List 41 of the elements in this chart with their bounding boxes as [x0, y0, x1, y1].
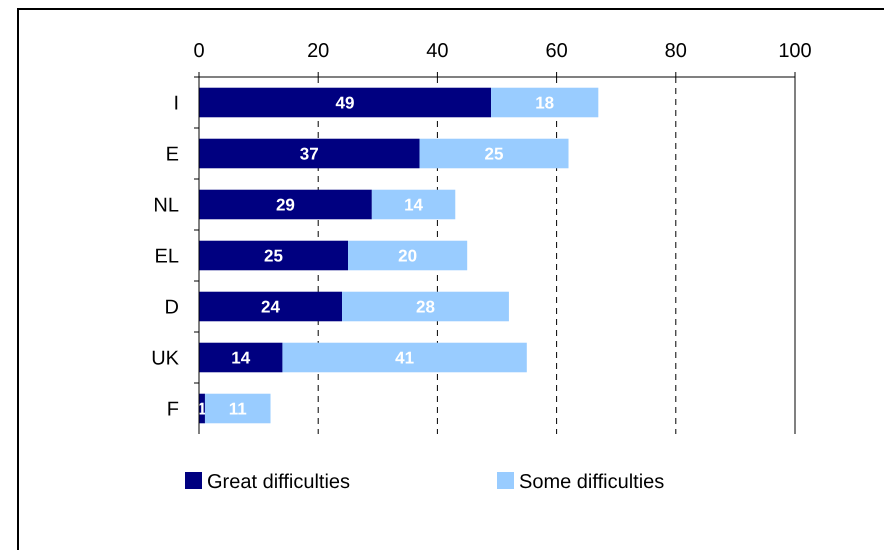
data-label: 28	[416, 297, 435, 316]
bar	[491, 88, 598, 118]
data-label: 24	[261, 297, 281, 316]
data-label: 18	[535, 93, 554, 112]
data-label: 25	[484, 144, 504, 164]
y-tick-label: NL	[153, 194, 179, 216]
x-tick-label: 100	[778, 40, 812, 62]
data-label: 29	[276, 195, 295, 214]
data-label: 14	[404, 195, 424, 214]
legend-label: Great difficulties	[207, 471, 350, 493]
bar	[420, 138, 569, 168]
bar	[199, 240, 348, 270]
data-label: 11	[228, 399, 247, 418]
bar	[199, 292, 342, 322]
legend-label: Some difficulties	[519, 471, 664, 493]
bar	[348, 240, 468, 270]
x-tick-label: 60	[545, 40, 568, 62]
data-label: 25	[264, 246, 283, 266]
y-tick-label: EL	[154, 246, 179, 268]
data-label: 49	[336, 93, 354, 112]
data-label: 14	[231, 348, 251, 368]
bar	[342, 292, 509, 322]
bar	[199, 138, 420, 168]
bar	[199, 190, 372, 220]
y-tick-label: E	[166, 144, 179, 166]
data-label: 41	[395, 348, 414, 368]
bar	[199, 88, 492, 118]
x-tick-label: 80	[664, 40, 687, 62]
y-tick-label: F	[166, 398, 179, 420]
data-label: 37	[300, 144, 319, 164]
y-tick-label: I	[173, 92, 179, 114]
bar	[372, 190, 456, 220]
y-tick-label: UK	[151, 348, 180, 370]
x-tick-label: 20	[307, 40, 330, 62]
x-tick-label: 0	[193, 40, 205, 62]
x-tick-label: 40	[426, 40, 449, 62]
bar	[282, 342, 527, 372]
data-label: 20	[398, 246, 418, 266]
y-tick-label: D	[164, 296, 179, 318]
bar	[199, 342, 282, 372]
bar	[204, 394, 271, 424]
